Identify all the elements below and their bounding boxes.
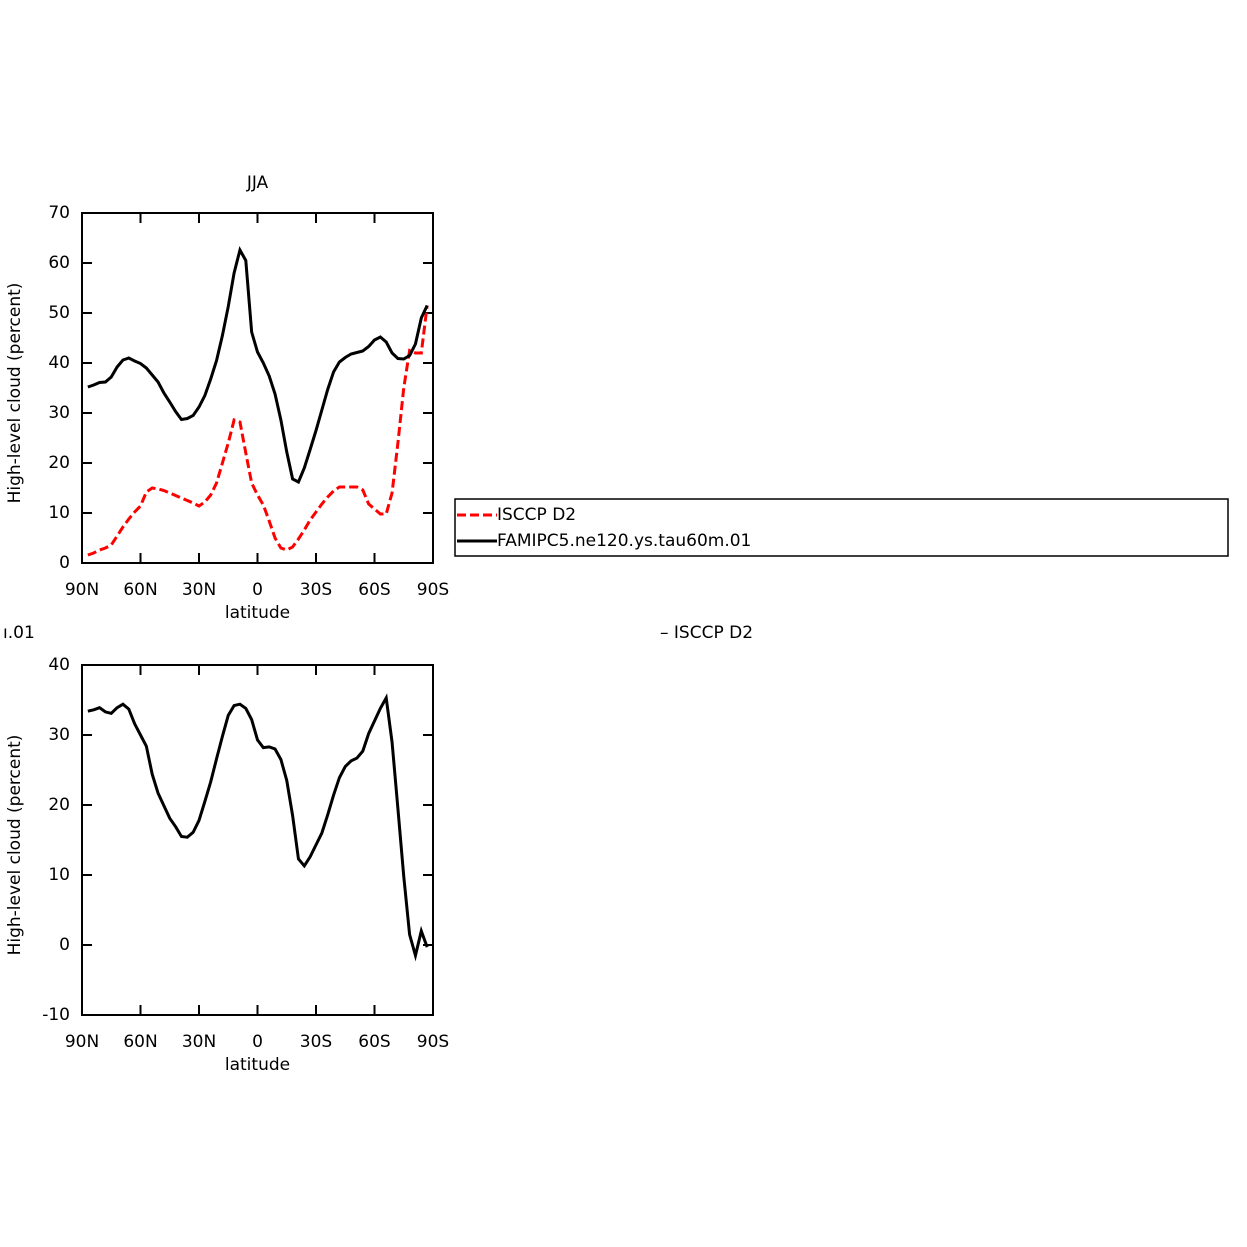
x-tick-label: 30S: [300, 1032, 332, 1052]
chart-title: JJA: [246, 173, 269, 193]
chart-title-part: – ISCCP D2: [660, 623, 753, 643]
x-tick-label: 60S: [358, 1032, 390, 1052]
x-tick-label: 30S: [300, 580, 332, 600]
y-tick-label: 60: [48, 253, 70, 273]
y-axis-label: High-level cloud (percent): [5, 735, 25, 956]
x-tick-label: 30N: [182, 1032, 216, 1052]
y-tick-label: 10: [48, 865, 70, 885]
chart-title-part: ı.01: [3, 623, 35, 643]
data-line: [87, 693, 429, 962]
y-tick-label: 40: [48, 353, 70, 373]
x-tick-label: 90S: [417, 580, 449, 600]
y-tick-label: 70: [48, 203, 70, 223]
x-axis-label: latitude: [225, 603, 290, 623]
y-tick-label: 20: [48, 795, 70, 815]
y-tick-label: 0: [59, 553, 70, 573]
y-axis-label: High-level cloud (percent): [5, 283, 25, 504]
x-axis-label: latitude: [225, 1055, 290, 1075]
y-tick-label: 50: [48, 303, 70, 323]
data-line: [87, 305, 429, 557]
panel: -10 0 10 20 30 40 90N 60N 30N 0 30S 60S 90S latitude H…: [3, 623, 753, 1075]
y-tick-label: 20: [48, 453, 70, 473]
data-line: [87, 245, 429, 485]
x-tick-label: 90N: [65, 580, 99, 600]
x-tick-label: 0: [252, 1032, 263, 1052]
x-tick-label: 60S: [358, 580, 390, 600]
x-tick-label: 0: [252, 580, 263, 600]
y-tick-label: 30: [48, 725, 70, 745]
legend-label: FAMIPC5.ne120.ys.tau60m.01: [497, 531, 751, 551]
y-tick-label: 40: [48, 655, 70, 675]
panel: 0 10 20 30 40 50 60 70 90N 60N 30N 0 30S 60S 90S latitu…: [5, 173, 1229, 623]
x-tick-label: 90N: [65, 1032, 99, 1052]
y-tick-label: -10: [42, 1005, 70, 1025]
x-tick-label: 30N: [182, 580, 216, 600]
x-tick-label: 60N: [123, 580, 157, 600]
x-tick-label: 90S: [417, 1032, 449, 1052]
y-tick-label: 30: [48, 403, 70, 423]
legend-box: [454, 498, 1229, 557]
legend-label: ISCCP D2: [497, 505, 576, 525]
y-tick-label: 0: [59, 935, 70, 955]
x-tick-label: 60N: [123, 1032, 157, 1052]
plot-frame: [81, 664, 434, 1016]
y-tick-label: 10: [48, 503, 70, 523]
